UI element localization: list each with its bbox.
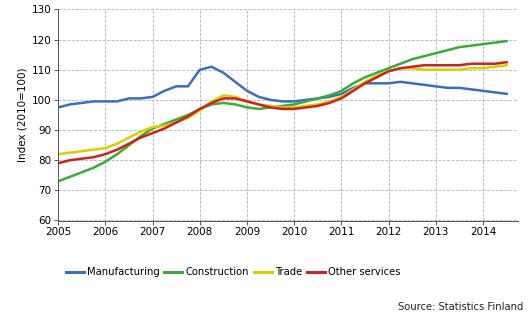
Y-axis label: Index (2010=100): Index (2010=100): [17, 68, 28, 162]
Legend: Manufacturing, Construction, Trade, Other services: Manufacturing, Construction, Trade, Othe…: [61, 263, 405, 282]
Text: Source: Statistics Finland: Source: Statistics Finland: [398, 302, 524, 312]
